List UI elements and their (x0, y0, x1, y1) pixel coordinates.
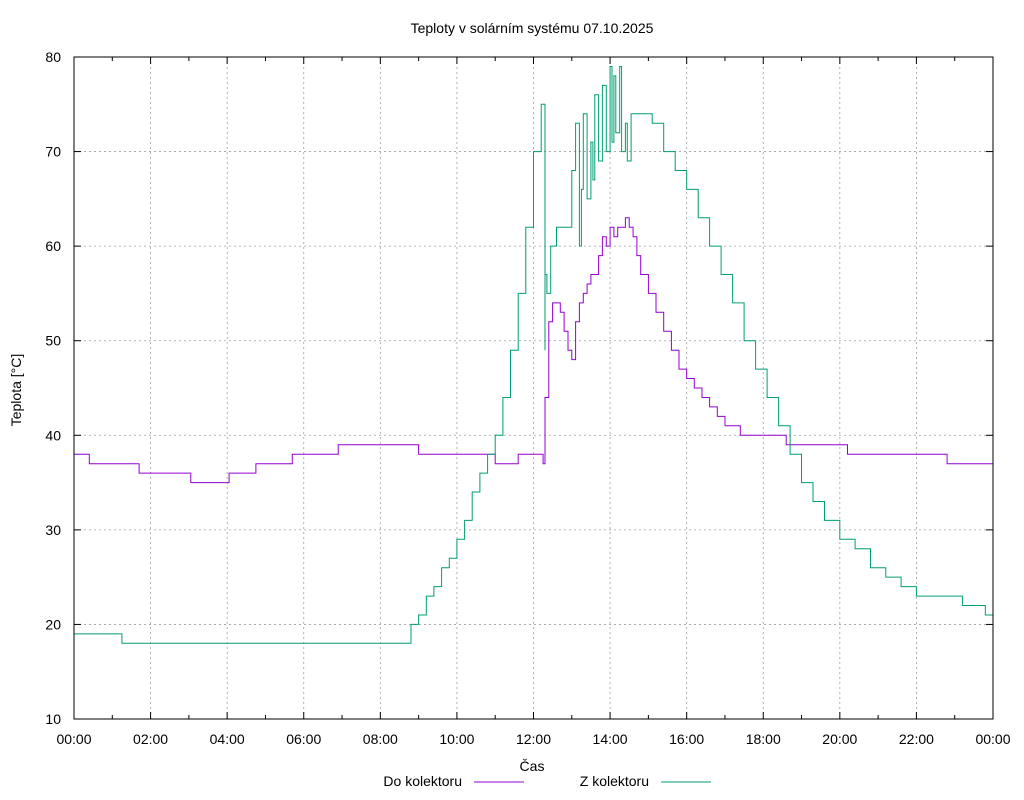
x-tick-label: 00:00 (56, 731, 91, 747)
legend-label-z-kolektoru: Z kolektoru (580, 773, 649, 789)
series-group (74, 66, 993, 644)
x-tick-labels: 00:00 02:00 04:00 06:00 08:00 10:00 12:00 14:00… (56, 731, 1010, 747)
x-tick-label: 10:00 (439, 731, 474, 747)
x-tick-label: 06:00 (286, 731, 321, 747)
x-tick-label: 08:00 (363, 731, 398, 747)
y-tick-label: 60 (45, 238, 61, 254)
x-tick-label: 16:00 (669, 731, 704, 747)
y-tick-label: 70 (45, 144, 61, 160)
y-tick-labels: 10 20 30 40 50 60 70 80 (45, 49, 61, 727)
x-axis-label: Čas (520, 758, 545, 774)
x-tick-label: 02:00 (133, 731, 168, 747)
ticks (73, 56, 994, 720)
chart-title: Teploty v solárním systému 07.10.2025 (411, 20, 654, 36)
series-line-0 (74, 217, 993, 484)
y-axis-label: Teplota [°C] (8, 354, 24, 427)
series-line-1 (74, 66, 993, 644)
y-tick-label: 40 (45, 427, 61, 443)
legend: Do kolektoru Z kolektoru (383, 773, 711, 789)
x-tick-label: 20:00 (822, 731, 857, 747)
y-tick-label: 80 (45, 49, 61, 65)
x-tick-label: 04:00 (210, 731, 245, 747)
y-tick-label: 50 (45, 333, 61, 349)
x-tick-label: 22:00 (899, 731, 934, 747)
legend-label-do-kolektoru: Do kolektoru (383, 773, 462, 789)
y-tick-label: 20 (45, 616, 61, 632)
x-tick-label: 18:00 (746, 731, 781, 747)
grid (74, 57, 993, 719)
x-tick-label: 14:00 (593, 731, 628, 747)
y-tick-label: 10 (45, 711, 61, 727)
y-tick-label: 30 (45, 522, 61, 538)
x-tick-label: 12:00 (516, 731, 551, 747)
x-tick-label: 00:00 (975, 731, 1010, 747)
